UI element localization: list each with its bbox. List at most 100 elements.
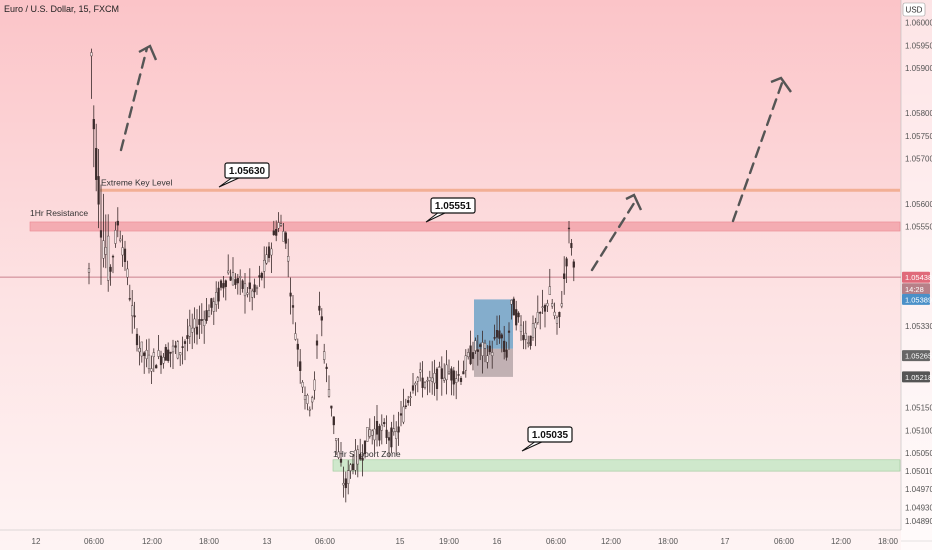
candle-0 <box>87 262 91 285</box>
candle-body <box>351 463 355 471</box>
candle-64 <box>241 279 244 293</box>
candle-body <box>359 454 362 460</box>
candle-31 <box>162 353 165 369</box>
candle-body <box>152 352 155 358</box>
candle-body <box>164 346 167 361</box>
candle-body <box>416 377 419 382</box>
candle-10 <box>111 254 115 274</box>
candle-17 <box>128 284 131 302</box>
candle-body <box>452 370 455 385</box>
candle-body <box>450 368 453 381</box>
candle-131 <box>402 388 405 425</box>
price-tag-bg <box>902 371 930 383</box>
candle-125 <box>387 431 391 458</box>
price-tag-0: 1.05438 <box>902 271 932 283</box>
candle-198 <box>563 256 566 295</box>
candle-124 <box>385 415 388 444</box>
candle-162 <box>476 334 479 366</box>
candle-body <box>212 301 215 312</box>
candle-78 <box>275 220 278 242</box>
candle-161 <box>474 337 477 355</box>
candle-133 <box>407 395 410 406</box>
candle-body <box>210 298 213 308</box>
candle-79 <box>277 212 280 233</box>
candle-60 <box>231 257 235 286</box>
price-tick-label-2: 1.05900 <box>905 64 932 73</box>
candle-body <box>342 483 345 486</box>
candle-body <box>371 430 374 436</box>
candle-15 <box>123 240 127 271</box>
candle-112 <box>356 445 359 478</box>
candle-113 <box>359 438 362 461</box>
candle-body <box>171 345 175 353</box>
candle-body <box>486 355 489 363</box>
candle-54 <box>217 281 220 309</box>
candle-173 <box>503 325 506 360</box>
candle-body <box>387 437 391 441</box>
candle-159 <box>469 330 472 366</box>
callout-text: 1.05551 <box>435 201 472 212</box>
candle-88 <box>299 349 302 384</box>
candle-body <box>349 464 352 471</box>
candle-body <box>467 352 470 358</box>
time-tick-label-15: 18:00 <box>878 537 899 546</box>
price-tag-bg <box>902 350 930 362</box>
candle-body <box>354 450 357 471</box>
candle-35 <box>171 339 175 369</box>
candle-body <box>219 280 223 288</box>
candle-171 <box>498 315 501 344</box>
candle-68 <box>251 288 254 311</box>
candle-37 <box>176 340 179 360</box>
candle-body <box>114 230 117 244</box>
candle-102 <box>332 416 335 435</box>
candle-body <box>205 310 208 321</box>
candle-1 <box>90 48 93 99</box>
candle-9 <box>109 264 112 286</box>
candle-body <box>536 312 539 323</box>
candle-76 <box>270 242 273 273</box>
candle-body <box>227 270 230 274</box>
candle-body <box>188 325 191 337</box>
price-tag-2: 1.05389 <box>902 293 932 305</box>
currency-button[interactable]: USD <box>902 2 926 17</box>
candle-33 <box>167 342 170 363</box>
candle-body <box>131 305 134 317</box>
candle-body <box>143 352 146 356</box>
candle-body <box>474 340 477 351</box>
price-tick-label-13: 1.04970 <box>905 485 932 494</box>
candle-91 <box>306 393 309 411</box>
candle-81 <box>282 222 285 242</box>
candle-body <box>505 349 508 358</box>
candle-42 <box>188 309 191 344</box>
candle-body <box>123 248 127 262</box>
candle-160 <box>471 341 475 371</box>
candle-99 <box>325 363 328 383</box>
candle-body <box>570 242 573 249</box>
candle-body <box>301 382 304 388</box>
candle-39 <box>181 336 184 365</box>
candle-body <box>498 330 501 339</box>
candle-body <box>507 330 511 333</box>
candle-body <box>294 333 297 340</box>
candle-50 <box>207 304 211 318</box>
candle-body <box>291 305 295 308</box>
candle-140 <box>423 381 427 390</box>
candle-71 <box>258 265 261 287</box>
time-tick-label-3: 18:00 <box>199 537 220 546</box>
candle-80 <box>279 214 283 228</box>
candle-body <box>255 287 259 289</box>
candle-body <box>339 458 343 463</box>
candle-body <box>476 349 479 352</box>
time-axis: 12 06:00 12:00 18:00 13 06:00 15 19:00 16 06:00 12… <box>32 537 899 546</box>
candle-body <box>392 428 395 433</box>
candle-body <box>323 351 326 360</box>
candle-23 <box>143 351 146 374</box>
candle-body <box>464 355 467 371</box>
candle-47 <box>200 303 203 334</box>
candles-layer <box>87 48 575 503</box>
price-tick-label-3: 1.05800 <box>905 109 932 118</box>
candle-body <box>344 478 347 489</box>
candle-38 <box>179 351 182 366</box>
